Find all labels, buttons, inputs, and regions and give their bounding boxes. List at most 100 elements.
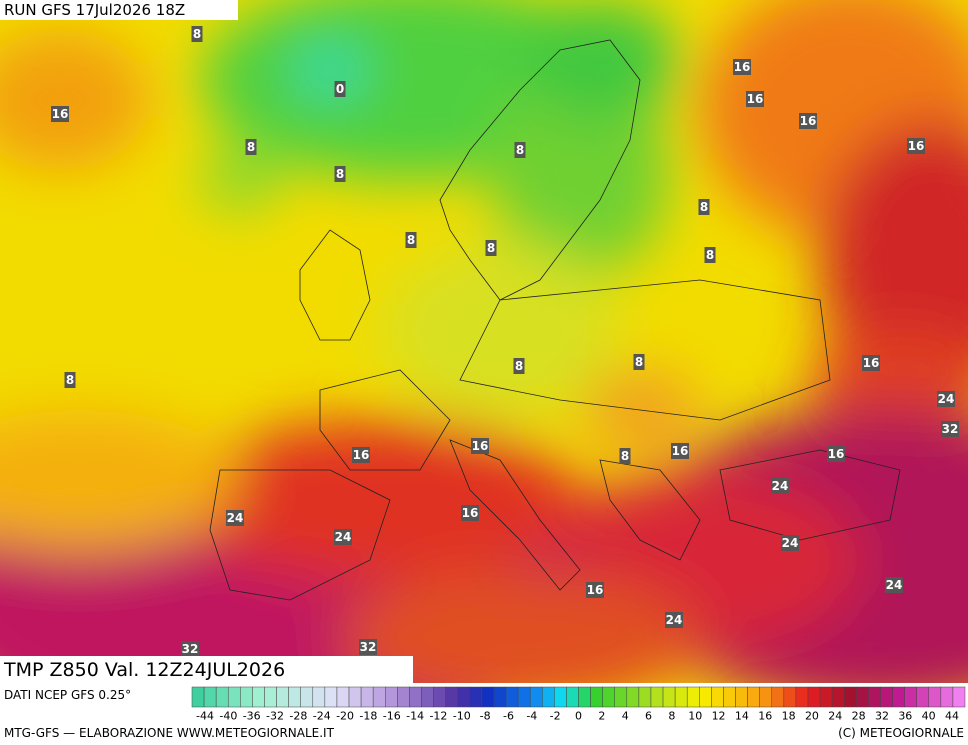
legend-label: 28 bbox=[852, 710, 866, 723]
contour-label: 8 bbox=[247, 140, 255, 154]
legend-swatch bbox=[711, 686, 724, 708]
legend-swatch bbox=[952, 686, 966, 708]
legend-swatch bbox=[264, 686, 277, 708]
contour-label: 8 bbox=[700, 200, 708, 214]
title-box bbox=[0, 656, 413, 683]
legend-label: 18 bbox=[782, 710, 796, 723]
contour-label: 8 bbox=[193, 27, 201, 41]
contour-label-box bbox=[827, 446, 845, 462]
contour-label-box bbox=[733, 59, 751, 75]
legend-swatch bbox=[916, 686, 930, 708]
legend-swatch bbox=[771, 686, 785, 708]
legend-swatch bbox=[940, 686, 954, 708]
contour-label-box bbox=[514, 142, 526, 158]
legend-swatch bbox=[795, 686, 809, 708]
contour-label: 32 bbox=[360, 640, 377, 654]
color-legend: -44 -40 -36 -32 -28 -24 -20 -18 -16 -14 -12 -10 -8 -6… bbox=[191, 686, 966, 723]
legend-label: 44 bbox=[945, 710, 959, 723]
contour-label-box bbox=[746, 91, 764, 107]
legend-swatch bbox=[626, 686, 640, 708]
legend-swatch bbox=[868, 686, 881, 708]
contour-label-box bbox=[513, 358, 525, 374]
legend-label: 10 bbox=[688, 710, 702, 723]
legend-swatch bbox=[240, 686, 253, 708]
legend-swatch bbox=[928, 686, 942, 708]
legend-swatch bbox=[904, 686, 917, 708]
contour-label-box bbox=[781, 535, 799, 551]
legend-swatch bbox=[469, 686, 483, 708]
contour-label: 8 bbox=[487, 241, 495, 255]
contour-label: 8 bbox=[515, 359, 523, 373]
legend-swatch bbox=[481, 686, 495, 708]
legend-label: -14 bbox=[406, 710, 424, 723]
legend-label: 8 bbox=[668, 710, 675, 723]
contour-label: 16 bbox=[672, 444, 689, 458]
legend-swatch bbox=[288, 686, 301, 708]
contour-label: 24 bbox=[938, 392, 955, 406]
contour-label: 24 bbox=[886, 578, 903, 592]
legend-swatch bbox=[203, 686, 217, 708]
legend-swatch bbox=[735, 686, 748, 708]
legend-swatch bbox=[312, 686, 326, 708]
legend-swatch bbox=[662, 686, 676, 708]
legend-swatch bbox=[723, 686, 736, 708]
legend-label: -16 bbox=[383, 710, 401, 723]
contour-label-box bbox=[586, 582, 604, 598]
legend-swatch bbox=[300, 686, 314, 708]
legend-label: -44 bbox=[196, 710, 214, 723]
contour-label-box bbox=[191, 26, 203, 42]
legend-swatch bbox=[554, 686, 567, 708]
contour-label-box bbox=[907, 138, 925, 154]
legend-swatch bbox=[517, 686, 531, 708]
copyright-label: (C) METEOGIORNALE bbox=[838, 726, 964, 740]
legend-label: -28 bbox=[289, 710, 307, 723]
legend-swatch bbox=[397, 686, 410, 708]
legend-swatch bbox=[650, 686, 664, 708]
legend-label: -12 bbox=[429, 710, 447, 723]
contour-labels: 8 0 16 16 16 16 16 8 8 8 8 8 8 8 8 8 8 16 24 32 16 16 16 8 16 24 1… bbox=[51, 26, 959, 657]
legend-swatch bbox=[843, 686, 857, 708]
legend-label: 16 bbox=[758, 710, 772, 723]
contour-label: 16 bbox=[52, 107, 69, 121]
legend-label: 40 bbox=[922, 710, 936, 723]
contour-label-box bbox=[633, 354, 645, 370]
contour-label: 16 bbox=[747, 92, 764, 106]
legend-label: 12 bbox=[712, 710, 726, 723]
legend-swatch bbox=[324, 686, 338, 708]
contour-label-box bbox=[226, 510, 244, 526]
contour-label: 16 bbox=[828, 447, 845, 461]
legend-swatch bbox=[602, 686, 615, 708]
legend-label: -4 bbox=[526, 710, 537, 723]
legend-label: -2 bbox=[550, 710, 561, 723]
legend-label: -24 bbox=[313, 710, 331, 723]
contour-label: 8 bbox=[66, 373, 74, 387]
contour-label-box bbox=[245, 139, 257, 155]
legend-label: -20 bbox=[336, 710, 354, 723]
contour-label-box bbox=[704, 247, 716, 263]
legend-label: -6 bbox=[503, 710, 514, 723]
contour-label-box bbox=[862, 355, 880, 371]
legend-label: -18 bbox=[359, 710, 377, 723]
legend-swatch bbox=[445, 686, 458, 708]
legend-swatch bbox=[421, 686, 434, 708]
legend-label: -40 bbox=[219, 710, 237, 723]
legend-swatch bbox=[348, 686, 362, 708]
legend-label: -32 bbox=[266, 710, 284, 723]
legend-label: 32 bbox=[875, 710, 889, 723]
legend-label: 24 bbox=[828, 710, 842, 723]
legend-label: 36 bbox=[898, 710, 912, 723]
legend-swatch bbox=[360, 686, 374, 708]
contour-label-box bbox=[771, 478, 789, 494]
map-title: TMP Z850 Val. 12Z24JUL2026 bbox=[3, 659, 285, 681]
contour-label-box bbox=[334, 529, 352, 545]
contour-label-box bbox=[671, 443, 689, 459]
legend-label: 4 bbox=[622, 710, 629, 723]
contour-label-box bbox=[941, 421, 959, 437]
contour-label: 32 bbox=[182, 642, 199, 656]
contour-label: 16 bbox=[734, 60, 751, 74]
contour-label-box bbox=[937, 391, 955, 407]
legend-swatch bbox=[638, 686, 652, 708]
legend-label: 20 bbox=[805, 710, 819, 723]
